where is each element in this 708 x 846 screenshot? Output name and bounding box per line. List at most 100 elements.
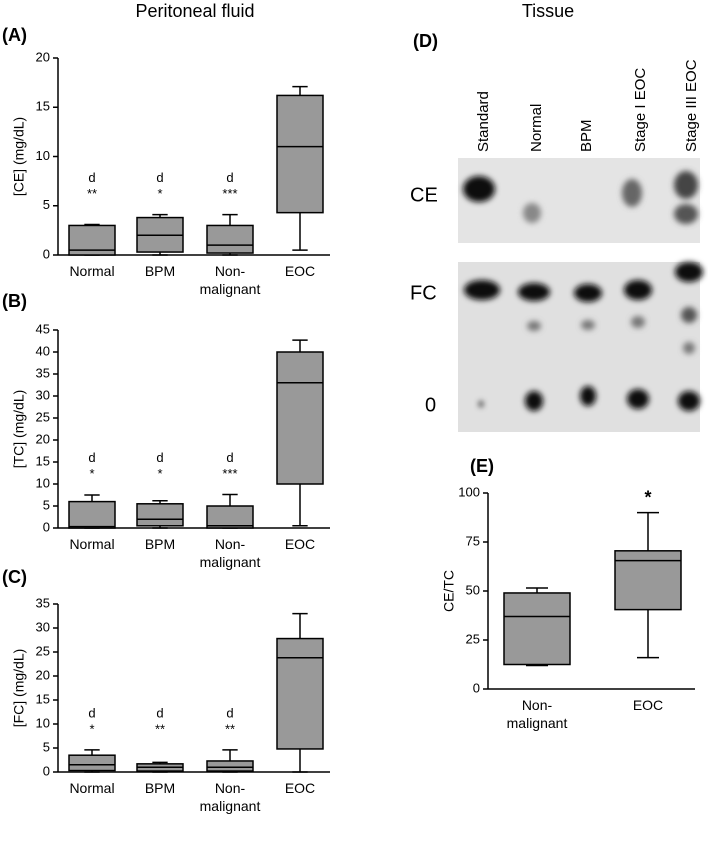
y-tick-label: 35	[36, 595, 50, 610]
x-tick-label: BPM	[145, 536, 175, 552]
whisker	[84, 749, 100, 756]
y-axis-title: [TC] (mg/dL)	[11, 390, 27, 469]
x-tick-label: Non-malignant	[200, 263, 261, 297]
significance: *	[89, 721, 94, 736]
box	[276, 637, 324, 750]
x-tick-label: EOC	[285, 780, 315, 796]
box	[136, 503, 184, 527]
whisker	[292, 484, 308, 527]
y-tick-label: 25	[36, 409, 50, 424]
y-tick-label: 10	[36, 148, 50, 163]
y-tick-label: 20	[36, 49, 50, 64]
whisker	[292, 212, 308, 251]
y-tick-label: 30	[36, 619, 50, 634]
x-tick-line: Normal	[69, 263, 114, 279]
x-tick-line: BPM	[145, 263, 175, 279]
y-tick-label: 50	[466, 582, 480, 597]
significance-letter: d	[156, 450, 163, 465]
x-tick-line: malignant	[507, 715, 568, 731]
y-tick-label: 5	[43, 739, 50, 754]
x-tick-line: malignant	[200, 281, 261, 297]
x-tick-label: Normal	[69, 780, 114, 796]
panel-label: (E)	[470, 456, 494, 476]
band-label: 0	[425, 394, 436, 416]
significance-letter: d	[88, 705, 95, 720]
whisker	[292, 748, 308, 773]
whisker	[526, 587, 548, 593]
panel-label: (B)	[2, 291, 27, 311]
x-tick-line: Normal	[69, 780, 114, 796]
significance-letter: d	[226, 450, 233, 465]
y-tick-label: 5	[43, 497, 50, 512]
lane-label: Normal	[528, 104, 545, 152]
y-tick-label: 75	[466, 533, 480, 548]
x-tick-label: EOC	[285, 536, 315, 552]
y-tick-label: 45	[36, 321, 50, 336]
y-tick-label: 0	[43, 763, 50, 778]
lane-label: Stage I EOC	[632, 68, 649, 152]
box	[206, 760, 254, 772]
significance-letter: d	[226, 170, 233, 185]
y-tick-label: 15	[36, 691, 50, 706]
x-tick-line: EOC	[633, 697, 663, 713]
whisker	[222, 493, 238, 506]
whisker	[222, 213, 238, 226]
significance: **	[225, 721, 235, 736]
x-tick-line: malignant	[200, 554, 261, 570]
x-tick-line: Non-	[215, 536, 246, 552]
significance-letter: d	[156, 705, 163, 720]
y-tick-label: 10	[36, 715, 50, 730]
x-tick-line: BPM	[145, 536, 175, 552]
y-axis-title: [CE] (mg/dL)	[11, 117, 27, 196]
significance-letter: d	[156, 170, 163, 185]
box	[503, 592, 571, 666]
y-axis-title: CE/TC	[441, 570, 457, 612]
x-tick-label: Non-malignant	[507, 697, 568, 731]
significance-letter: d	[88, 170, 95, 185]
y-tick-label: 25	[36, 643, 50, 658]
x-tick-label: Non-malignant	[200, 780, 261, 814]
significance-letter: d	[226, 705, 233, 720]
box	[614, 550, 682, 611]
y-tick-label: 0	[473, 680, 480, 695]
significance: **	[155, 721, 165, 736]
whisker	[637, 609, 659, 659]
x-tick-label: EOC	[285, 263, 315, 279]
x-tick-line: malignant	[200, 798, 261, 814]
box	[206, 224, 254, 254]
x-tick-line: Normal	[69, 536, 114, 552]
whisker	[637, 511, 659, 551]
x-tick-line: EOC	[285, 263, 315, 279]
significance-letter: d	[88, 450, 95, 465]
y-axis-title: [FC] (mg/dL)	[11, 649, 27, 728]
lane-label: BPM	[578, 119, 595, 152]
y-tick-label: 0	[43, 519, 50, 534]
significance: *	[89, 466, 94, 481]
x-tick-line: BPM	[145, 780, 175, 796]
box	[68, 754, 116, 772]
significance: ***	[222, 466, 237, 481]
x-tick-label: Normal	[69, 536, 114, 552]
whisker	[222, 749, 238, 761]
y-tick-label: 35	[36, 365, 50, 380]
blot-image	[458, 158, 703, 432]
x-tick-line: Non-	[215, 780, 246, 796]
panel-label: (C)	[2, 567, 27, 587]
significance: *	[157, 466, 162, 481]
box	[276, 94, 324, 214]
y-tick-label: 20	[36, 431, 50, 446]
significance: *	[157, 186, 162, 201]
x-tick-line: Non-	[215, 263, 246, 279]
y-tick-label: 15	[36, 453, 50, 468]
y-tick-label: 20	[36, 667, 50, 682]
y-tick-label: 5	[43, 197, 50, 212]
panel-label: (A)	[2, 25, 27, 45]
whisker	[292, 612, 308, 639]
x-tick-line: Non-	[522, 697, 553, 713]
x-tick-line: EOC	[285, 780, 315, 796]
whisker	[292, 339, 308, 352]
x-tick-label: EOC	[633, 697, 663, 713]
y-tick-label: 0	[43, 246, 50, 261]
significance: **	[87, 186, 97, 201]
header: Peritoneal fluid	[135, 1, 254, 21]
